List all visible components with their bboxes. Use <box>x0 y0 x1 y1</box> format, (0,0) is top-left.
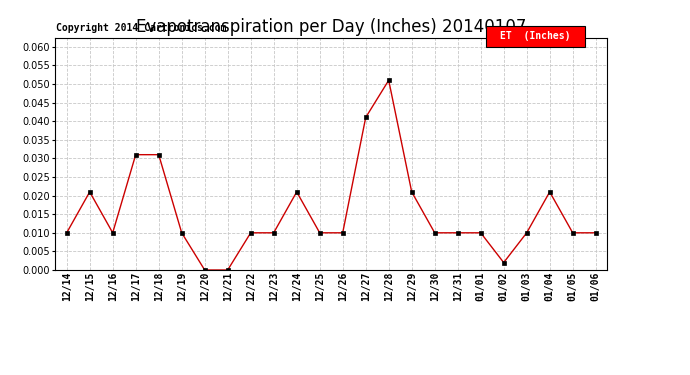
Text: Copyright 2014 Cartronics.com: Copyright 2014 Cartronics.com <box>57 23 227 33</box>
Text: ET  (Inches): ET (Inches) <box>500 32 571 41</box>
FancyBboxPatch shape <box>486 26 585 47</box>
Title: Evapotranspiration per Day (Inches) 20140107: Evapotranspiration per Day (Inches) 2014… <box>136 18 526 36</box>
